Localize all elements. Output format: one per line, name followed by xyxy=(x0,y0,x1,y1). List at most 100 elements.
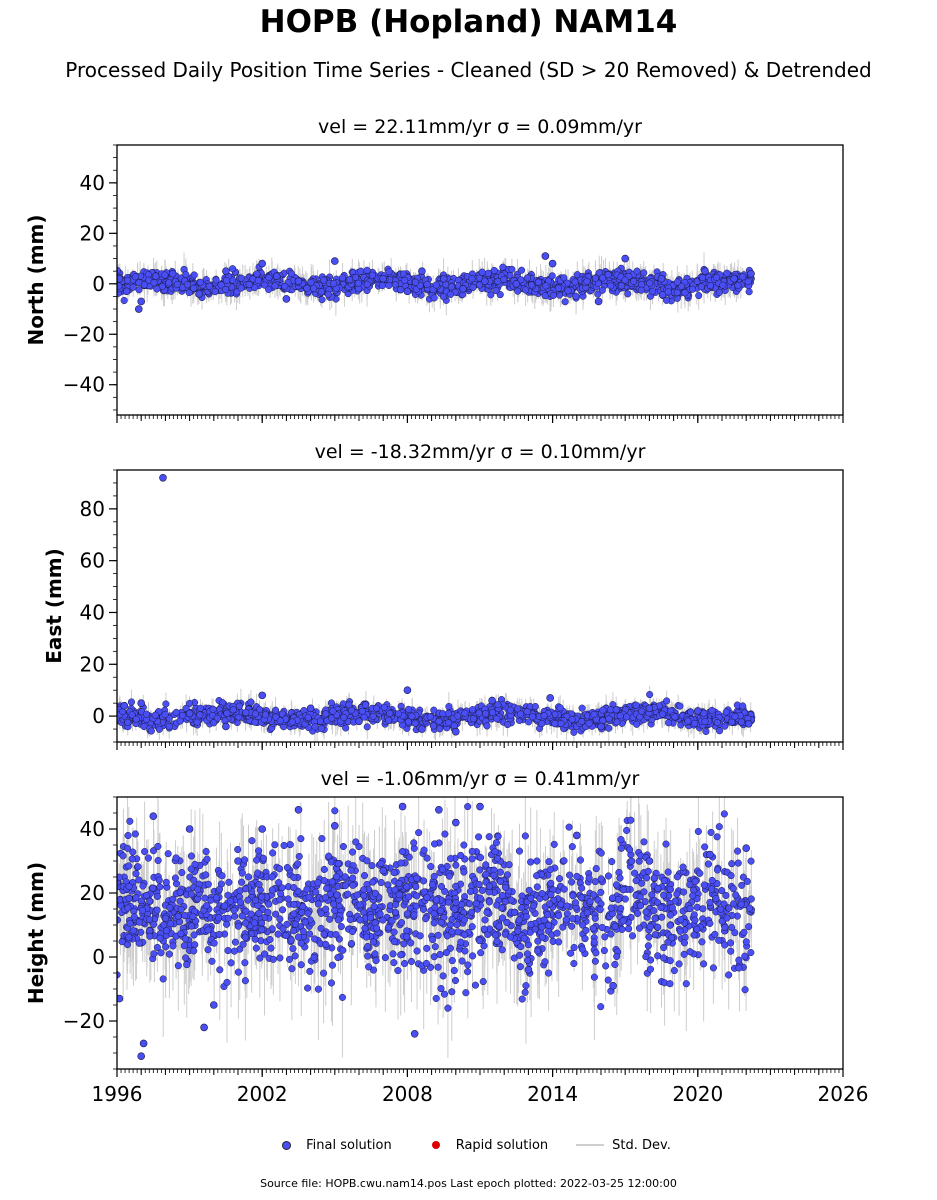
final-solution-point xyxy=(578,704,586,712)
data-point xyxy=(120,701,129,710)
final-solution-point xyxy=(261,711,270,719)
final-solution-point xyxy=(237,274,245,282)
final-solution-point xyxy=(708,706,716,714)
final-solution-point xyxy=(251,283,259,292)
final-solution-point xyxy=(617,282,625,290)
final-solution-point xyxy=(328,714,336,722)
data-point xyxy=(258,691,267,700)
final-solution-point xyxy=(712,273,721,282)
final-solution-point xyxy=(385,281,393,289)
final-solution-point xyxy=(687,708,695,716)
final-solution-point xyxy=(516,710,525,718)
y-tick-label: 40 xyxy=(80,600,105,624)
final-solution-point xyxy=(591,274,600,282)
final-solution-point xyxy=(385,268,393,276)
final-solution-point xyxy=(540,712,548,720)
panel-title-1: vel = -18.32mm/yr σ = 0.10mm/yr xyxy=(315,441,646,463)
final-solution-point xyxy=(595,269,603,277)
final-solution-point xyxy=(542,282,550,290)
final-solution-point xyxy=(140,281,148,289)
final-solution-point xyxy=(496,291,504,299)
final-solution-point xyxy=(316,717,324,725)
data-point xyxy=(645,704,654,713)
final-solution-point xyxy=(329,707,337,715)
final-solution-point xyxy=(439,293,448,301)
x-ticks-0 xyxy=(116,415,844,423)
data-point xyxy=(548,259,557,268)
final-solution-point xyxy=(380,703,388,711)
final-solution-point xyxy=(698,273,707,282)
data-point xyxy=(730,274,738,283)
final-solution-point xyxy=(676,702,684,710)
final-solution-point xyxy=(637,286,645,294)
final-solution-point xyxy=(745,288,753,296)
data-point xyxy=(151,272,160,281)
final-solution-point xyxy=(408,712,416,720)
final-solution-point xyxy=(209,705,217,713)
final-solution-point xyxy=(722,708,730,716)
final-solution-point xyxy=(500,275,508,283)
data-point xyxy=(403,686,412,694)
final-solution-point xyxy=(484,269,492,277)
final-solution-point xyxy=(739,273,747,281)
final-solution-point xyxy=(128,711,136,719)
data-point xyxy=(594,297,603,306)
final-solution-point xyxy=(697,283,705,291)
y-tick-label: 80 xyxy=(80,497,105,521)
data-point xyxy=(185,709,194,718)
final-solution-point xyxy=(528,713,537,721)
final-solution-point xyxy=(340,713,348,721)
final-solution-point xyxy=(255,705,264,714)
final-solution-point xyxy=(633,720,641,728)
final-solution-point xyxy=(358,707,366,715)
final-solution-point xyxy=(129,283,137,291)
final-solution-point xyxy=(599,274,607,282)
final-solution-point xyxy=(548,272,556,280)
final-solution-point xyxy=(590,710,598,719)
final-solution-point xyxy=(673,278,681,286)
final-solution-point xyxy=(728,718,736,726)
final-solution-point xyxy=(357,267,365,275)
data-point xyxy=(117,274,124,283)
data-point xyxy=(330,257,339,265)
final-solution-point xyxy=(117,282,123,290)
final-solution-point xyxy=(721,722,729,730)
final-solution-point xyxy=(363,266,371,274)
data-point xyxy=(418,267,426,275)
final-solution-point xyxy=(482,710,490,718)
final-solution-point xyxy=(632,701,640,709)
data-point xyxy=(546,694,554,702)
final-solution-point xyxy=(713,718,721,727)
y-tick-label: −40 xyxy=(63,373,105,397)
final-solution-point xyxy=(470,715,478,723)
final-solution-point xyxy=(691,719,699,727)
final-solution-point xyxy=(432,281,440,289)
final-solution-point xyxy=(339,274,347,282)
final-solution-point xyxy=(737,718,746,726)
final-solution-point xyxy=(222,285,230,293)
data-point xyxy=(159,473,167,482)
data-point xyxy=(693,707,702,715)
final-solution-point xyxy=(551,720,559,728)
y-tick-label: −20 xyxy=(63,322,105,346)
final-solution-point xyxy=(132,715,140,723)
final-solution-point xyxy=(245,281,253,289)
final-solution-point xyxy=(391,281,399,289)
final-solution-point xyxy=(183,281,192,289)
final-solution-point xyxy=(155,725,163,733)
final-solution-point xyxy=(663,697,671,705)
final-solution-point xyxy=(311,723,319,731)
final-solution-point xyxy=(570,728,578,736)
final-solution-point xyxy=(659,291,667,299)
final-solution-point xyxy=(317,724,325,732)
final-solution-point xyxy=(739,702,747,710)
final-solution-point xyxy=(162,700,170,708)
final-solution-point xyxy=(605,715,613,723)
final-solution-point xyxy=(242,708,250,717)
x-ticks-1 xyxy=(116,742,844,750)
final-solution-point xyxy=(131,273,140,281)
data-point xyxy=(122,287,131,296)
y-axis-label-1: East (mm) xyxy=(42,548,66,664)
final-solution-point xyxy=(210,719,218,727)
